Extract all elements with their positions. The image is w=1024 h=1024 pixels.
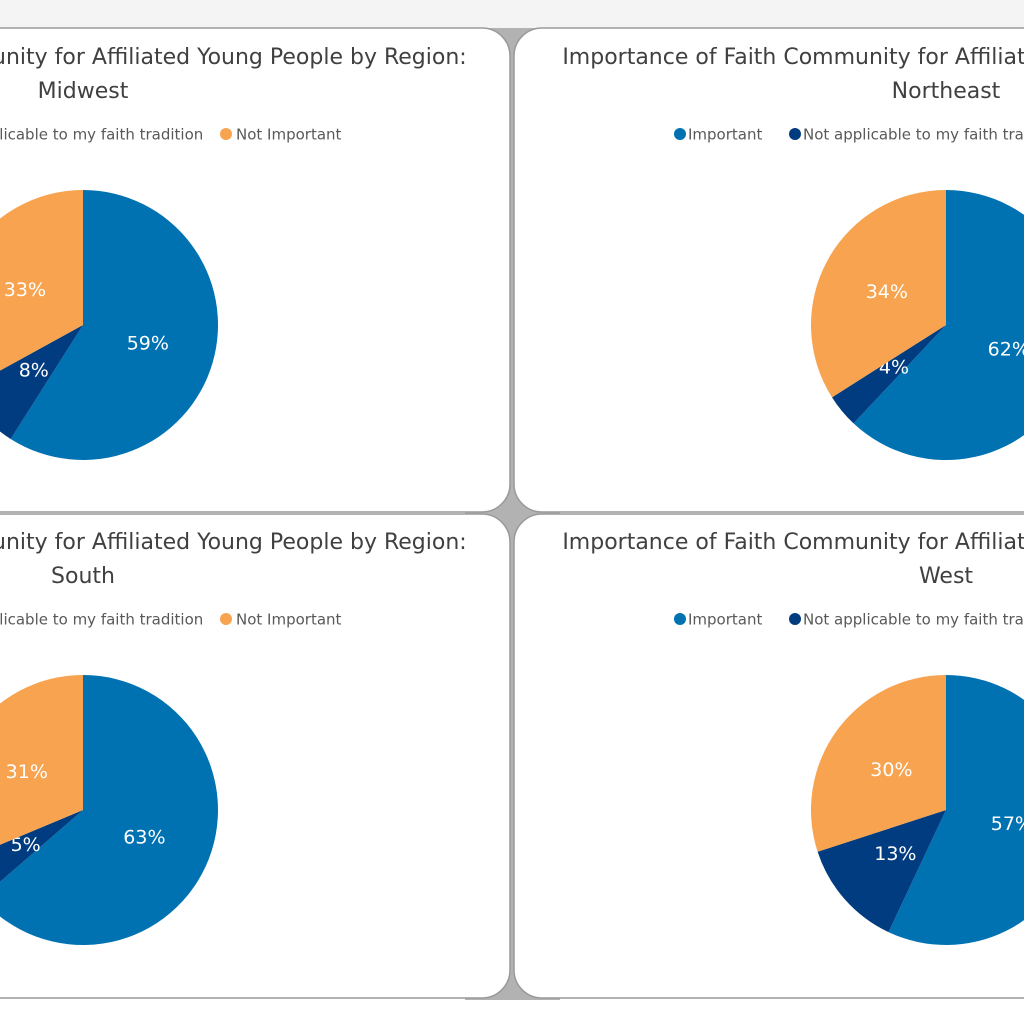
legend-marker xyxy=(789,128,801,140)
legend-label: Not Important xyxy=(236,611,342,629)
pie-slice xyxy=(0,675,219,945)
pie-slice xyxy=(0,325,83,439)
pie-slice xyxy=(817,810,946,933)
legend-marker xyxy=(220,128,232,140)
legend-marker xyxy=(789,613,801,625)
pie-slice xyxy=(0,675,83,845)
value-label: 31% xyxy=(6,761,48,783)
chart-subtitle: Midwest xyxy=(38,79,129,104)
value-label: 13% xyxy=(874,843,916,865)
pie-slice xyxy=(832,325,946,424)
value-label: 5% xyxy=(11,834,41,856)
legend-label: Important xyxy=(688,611,762,629)
pie-slice xyxy=(811,190,946,398)
chart-title: Importance of Faith Community for Affili… xyxy=(0,45,467,70)
pie-slice xyxy=(811,675,946,852)
chart-subtitle: South xyxy=(51,564,115,589)
chart-title: Importance of Faith Community for Affili… xyxy=(562,45,1024,70)
legend-label: Not applicable to my faith tradition xyxy=(0,126,203,144)
value-label: 63% xyxy=(123,827,165,849)
pie-slice xyxy=(10,190,218,460)
chart-subtitle: West xyxy=(919,564,973,589)
value-label: 33% xyxy=(4,279,46,301)
chart-subtitle: Northeast xyxy=(892,79,1001,104)
legend-marker xyxy=(674,128,686,140)
value-label: 62% xyxy=(988,338,1024,360)
legend-label: Important xyxy=(688,126,762,144)
value-label: 30% xyxy=(870,759,912,781)
chart-title: Importance of Faith Community for Affili… xyxy=(0,530,467,555)
pie-slice xyxy=(0,810,83,882)
legend-label: Not applicable to my faith tradition xyxy=(803,126,1024,144)
legend-label: Not applicable to my faith tradition xyxy=(803,611,1024,629)
legend-marker xyxy=(220,613,232,625)
legend-marker xyxy=(674,613,686,625)
value-label: 59% xyxy=(127,332,169,354)
value-label: 57% xyxy=(991,813,1024,835)
pie-slice xyxy=(888,675,1024,945)
chart-title: Importance of Faith Community for Affili… xyxy=(562,530,1024,555)
legend-label: Not applicable to my faith tradition xyxy=(0,611,203,629)
top-strip xyxy=(0,0,1024,28)
pie-slice xyxy=(853,190,1024,460)
value-label: 8% xyxy=(19,360,49,382)
pie-slice xyxy=(0,190,83,371)
legend-label: Not Important xyxy=(236,126,342,144)
value-label: 34% xyxy=(866,281,908,303)
